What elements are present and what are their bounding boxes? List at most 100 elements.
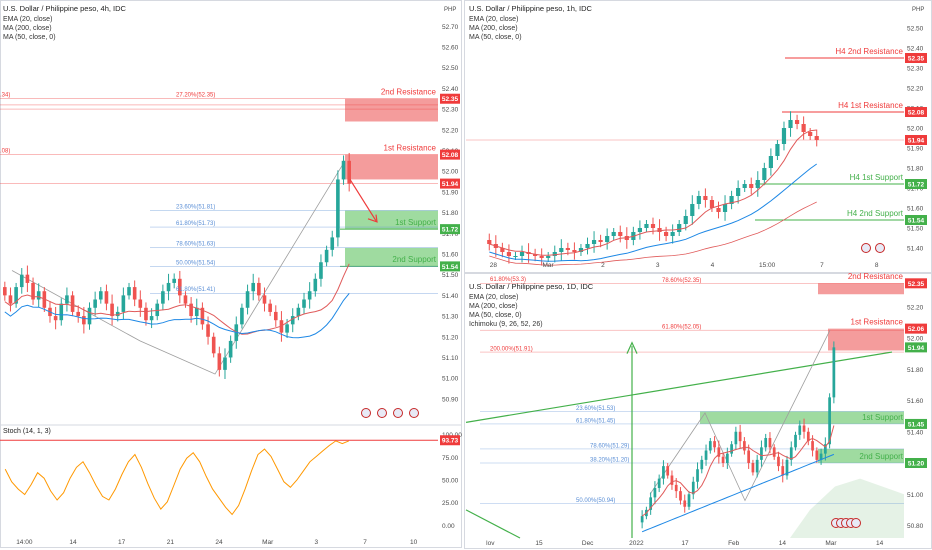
candle [347, 152, 351, 192]
candle-body [755, 459, 759, 473]
candle-body [546, 256, 551, 258]
h4-2nd-support-zone [345, 247, 438, 267]
candle-body [650, 224, 656, 228]
candle [729, 190, 734, 210]
candle-body [552, 252, 557, 256]
candle-body [132, 287, 137, 300]
candle [115, 306, 120, 322]
candle-body [591, 240, 597, 244]
candle-body [290, 316, 295, 325]
d1-chart: 2nd Resistance 1st Resistance 1st Support 2… [465, 272, 927, 547]
h1-ma200-line [489, 201, 817, 266]
d1-title: U.S. Dollar / Philippine peso, 1D, IDC [469, 282, 594, 291]
h1-currency: PHP [912, 7, 924, 13]
candle [670, 470, 674, 490]
candle-body [657, 228, 662, 232]
candle-body [183, 295, 188, 304]
candle-body [716, 208, 721, 212]
stoch-price-tag-bg [440, 435, 460, 446]
d1-price-tag: 52.35 [908, 281, 925, 288]
h4-legend-item: EMA (20, close) [3, 16, 52, 23]
candle [781, 121, 787, 151]
candle-body [768, 438, 772, 448]
h4-price-tag-bg [440, 93, 460, 104]
d1-y-tick: 51.00 [907, 492, 924, 499]
candle [251, 273, 256, 301]
h1-y-tick: 52.50 [907, 26, 924, 33]
d1-zone-label: 1st Support [862, 413, 904, 422]
candle-body [155, 303, 160, 317]
candle-body [70, 295, 75, 312]
h1-zone-label: H4 1st Resistance [838, 101, 903, 110]
candle [307, 282, 312, 309]
candle-body [708, 441, 712, 451]
candle-body [662, 466, 665, 479]
candle [640, 510, 644, 529]
candle [144, 302, 148, 326]
d1-ema-line [641, 425, 835, 517]
candle-body [637, 228, 642, 232]
candle-body [161, 291, 165, 304]
candle-body [14, 287, 18, 304]
h1-price-tag: 51.94 [908, 138, 925, 145]
candle [578, 244, 584, 256]
candle-body [539, 256, 544, 258]
candle [725, 447, 729, 469]
stoch-y-tick: 50.00 [442, 478, 459, 485]
candle-body [679, 491, 682, 501]
h1-y-tick: 51.50 [907, 226, 924, 233]
d1-price-tag-bg [905, 418, 927, 429]
candle [19, 268, 24, 294]
candle-body [347, 160, 351, 184]
candle-body [666, 466, 670, 476]
h4-x-tick: Mar [262, 539, 274, 546]
stoch-y-tick: 0.00 [442, 523, 455, 530]
candle [749, 177, 754, 195]
candle-body [302, 299, 306, 308]
candle [506, 244, 512, 264]
candle [290, 308, 295, 333]
candle [341, 155, 346, 185]
candle [132, 280, 137, 307]
candle-body [572, 250, 577, 252]
h4-price-tag-bg [440, 224, 460, 235]
h4-currency: PHP [444, 7, 456, 13]
d1-x-tick: 14 [876, 540, 884, 547]
h1-legend-item: EMA (20, close) [469, 16, 518, 23]
candle [762, 162, 767, 186]
d1-price-tag: 52.06 [908, 326, 925, 333]
candle-body [781, 466, 785, 476]
candle [228, 335, 233, 363]
h4-chart: 2nd Resistance 1st Resistance 1st Support 2… [0, 4, 462, 546]
candle [273, 305, 278, 327]
candle [14, 282, 18, 308]
d1-edge-label: 61.80%(53.3) [490, 277, 526, 283]
h1-y-tick: 51.90 [907, 146, 924, 153]
candle [104, 284, 109, 311]
h1-x-tick: 2 [601, 262, 605, 269]
d1-fib-swing [649, 330, 831, 502]
candle [677, 220, 682, 236]
candle-body [585, 244, 590, 248]
d1-fib-label: 23.60%(51.53) [576, 406, 615, 412]
d1-fib-label: 50.00%(50.94) [576, 498, 615, 504]
candle [319, 254, 323, 287]
candle-body [296, 307, 301, 317]
h4-zone-label: 2nd Support [392, 255, 436, 264]
stoch-title: Stoch (14, 1, 3) [3, 428, 51, 435]
h4-x-tick: 14 [69, 539, 77, 546]
event-flag-icon [361, 408, 371, 418]
candle [194, 298, 199, 326]
candle [722, 195, 728, 221]
candle [110, 294, 114, 326]
h4-2nd-resistance-zone [345, 98, 438, 122]
candle-body [808, 132, 813, 136]
h4-y-tick: 51.50 [442, 272, 459, 279]
d1-x-tick: 2022 [629, 540, 644, 547]
d1-y-tick: 52.00 [907, 336, 924, 343]
candle-body [8, 295, 13, 304]
candle-body [691, 481, 695, 495]
h4-y-tick: 52.30 [442, 107, 459, 114]
h4-1st-resistance-zone [345, 154, 438, 180]
h4-1st-support-zone [345, 210, 438, 230]
